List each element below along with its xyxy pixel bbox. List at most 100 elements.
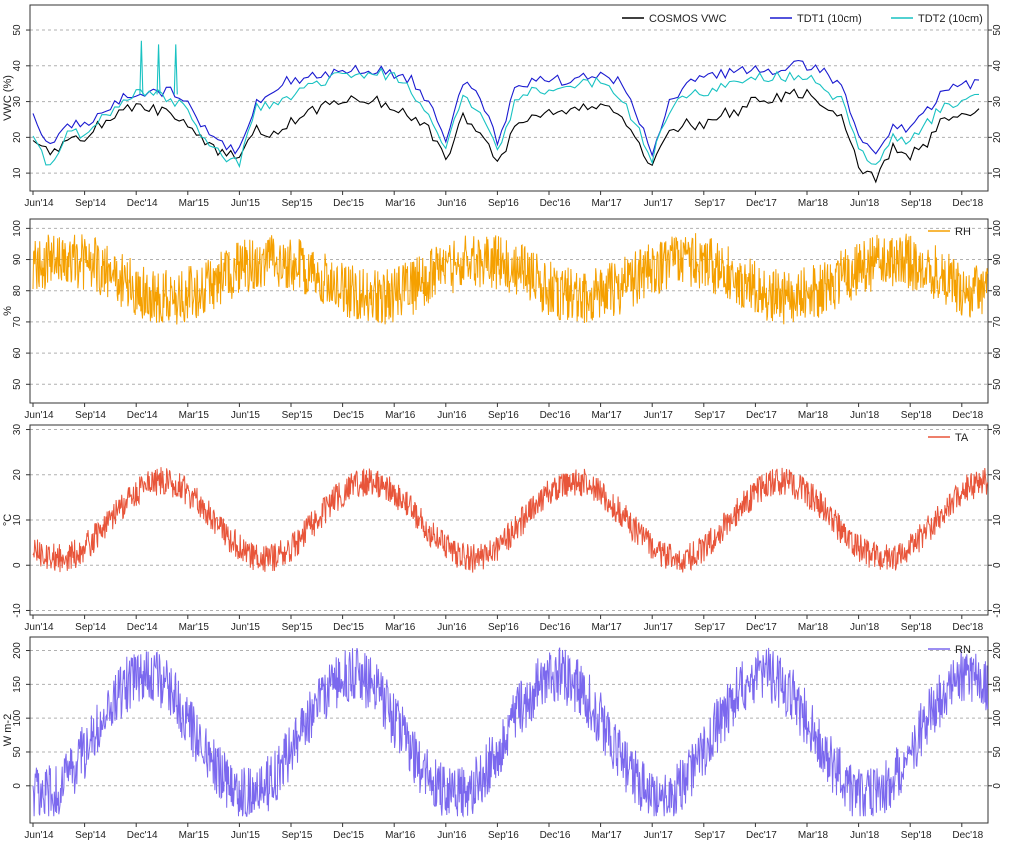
x-tick-label: Jun'18 [850, 830, 880, 841]
x-tick-label: Jun'16 [437, 830, 467, 841]
y-tick-label: 90 [12, 254, 23, 266]
x-tick-label: Dec'15 [333, 198, 364, 209]
x-tick-label: Mar'16 [385, 410, 416, 421]
series-line [32, 233, 989, 325]
x-tick-label: Jun'17 [644, 622, 674, 633]
x-tick-label: Jun'15 [231, 198, 261, 209]
y-tick-label: 30 [12, 424, 23, 436]
plot-frame [29, 218, 989, 404]
legend-label: COSMOS VWC [649, 13, 727, 25]
x-tick-label: Sep'16 [488, 830, 519, 841]
y-tick-label: 50 [992, 378, 1003, 390]
x-tick-label: Mar'15 [179, 622, 210, 633]
y-tick-label: 10 [12, 167, 23, 179]
x-tick-label: Sep'17 [694, 622, 725, 633]
y-tick-label: 0 [992, 562, 1003, 568]
x-tick-label: Dec'14 [127, 830, 158, 841]
y-tick-label: 100 [992, 220, 1003, 237]
x-tick-label: Mar'15 [179, 410, 210, 421]
x-tick-label: Jun'16 [437, 622, 467, 633]
y-tick-label: 0 [12, 562, 23, 568]
y-axis-label: °C [2, 514, 14, 526]
x-tick-label: Mar'15 [179, 830, 210, 841]
x-tick-label: Dec'14 [127, 410, 158, 421]
series-line [32, 88, 980, 184]
y-tick-label: 20 [12, 131, 23, 143]
x-tick-label: Jun'14 [24, 830, 54, 841]
y-tick-label: 50 [12, 24, 23, 36]
x-tick-label: Mar'17 [591, 830, 622, 841]
x-tick-label: Sep'16 [488, 198, 519, 209]
plot-frame [29, 636, 989, 824]
y-tick-label: 80 [992, 285, 1003, 297]
x-tick-label: Dec'15 [333, 830, 364, 841]
y-tick-label: 10 [12, 514, 23, 526]
x-tick-label: Sep'18 [901, 410, 932, 421]
x-tick-label: Mar'15 [179, 198, 210, 209]
y-tick-label: 30 [12, 96, 23, 108]
x-tick-label: Dec'17 [746, 622, 777, 633]
series-line [32, 59, 980, 158]
legend-label: TDT1 (10cm) [797, 13, 862, 25]
x-tick-label: Sep'17 [694, 830, 725, 841]
y-tick-label: -10 [992, 603, 1003, 618]
y-tick-label: 10 [992, 514, 1003, 526]
panel-2: 50 50 60 60 70 70 80 80 90 90 100 100% Jun'14 Sep'14 D… [2, 218, 1003, 421]
y-tick-label: 0 [992, 783, 1003, 789]
x-tick-label: Sep'16 [488, 622, 519, 633]
x-tick-label: Jun'15 [231, 622, 261, 633]
y-tick-label: 90 [992, 254, 1003, 266]
x-tick-label: Jun'15 [231, 410, 261, 421]
y-tick-label: 100 [12, 220, 23, 237]
x-tick-label: Dec'17 [746, 410, 777, 421]
x-tick-label: Mar'16 [385, 830, 416, 841]
y-tick-label: 30 [992, 424, 1003, 436]
y-tick-label: 100 [12, 709, 23, 726]
x-tick-label: Dec'18 [952, 198, 983, 209]
x-tick-label: Sep'15 [282, 830, 313, 841]
x-tick-label: Sep'14 [75, 410, 106, 421]
x-tick-label: Dec'18 [952, 830, 983, 841]
plot-frame [29, 4, 989, 192]
x-tick-label: Sep'18 [901, 622, 932, 633]
y-tick-label: -10 [12, 603, 23, 618]
x-tick-label: Sep'14 [75, 198, 106, 209]
x-tick-label: Dec'16 [540, 410, 571, 421]
x-tick-label: Jun'17 [644, 410, 674, 421]
x-tick-label: Jun'16 [437, 410, 467, 421]
y-tick-label: 20 [992, 131, 1003, 143]
y-tick-label: 50 [992, 24, 1003, 36]
y-tick-label: 60 [992, 347, 1003, 359]
x-tick-label: Mar'17 [591, 198, 622, 209]
x-tick-label: Jun'18 [850, 410, 880, 421]
x-tick-label: Dec'18 [952, 622, 983, 633]
legend-label: TA [955, 432, 969, 444]
x-tick-label: Mar'17 [591, 410, 622, 421]
y-tick-label: 10 [992, 167, 1003, 179]
y-tick-label: 60 [12, 347, 23, 359]
x-tick-label: Mar'18 [798, 830, 829, 841]
x-tick-label: Sep'15 [282, 198, 313, 209]
y-tick-label: 40 [992, 60, 1003, 72]
legend-label: TDT2 (10cm) [918, 13, 983, 25]
x-tick-label: Mar'18 [798, 198, 829, 209]
series-line [32, 67, 980, 169]
legend-label: RN [955, 644, 971, 656]
x-tick-label: Mar'18 [798, 622, 829, 633]
series-spike [173, 44, 178, 95]
x-tick-label: Dec'16 [540, 622, 571, 633]
series-line [32, 467, 989, 573]
x-tick-label: Dec'15 [333, 410, 364, 421]
x-tick-label: Jun'17 [644, 830, 674, 841]
y-tick-label: 0 [12, 783, 23, 789]
series-spike [139, 40, 144, 95]
x-tick-label: Sep'15 [282, 410, 313, 421]
y-axis-label: % [2, 306, 14, 316]
x-tick-label: Dec'14 [127, 198, 158, 209]
x-tick-label: Sep'15 [282, 622, 313, 633]
y-tick-label: 70 [992, 316, 1003, 328]
legend-label: RH [955, 226, 971, 238]
x-tick-label: Mar'16 [385, 622, 416, 633]
x-tick-label: Mar'17 [591, 622, 622, 633]
